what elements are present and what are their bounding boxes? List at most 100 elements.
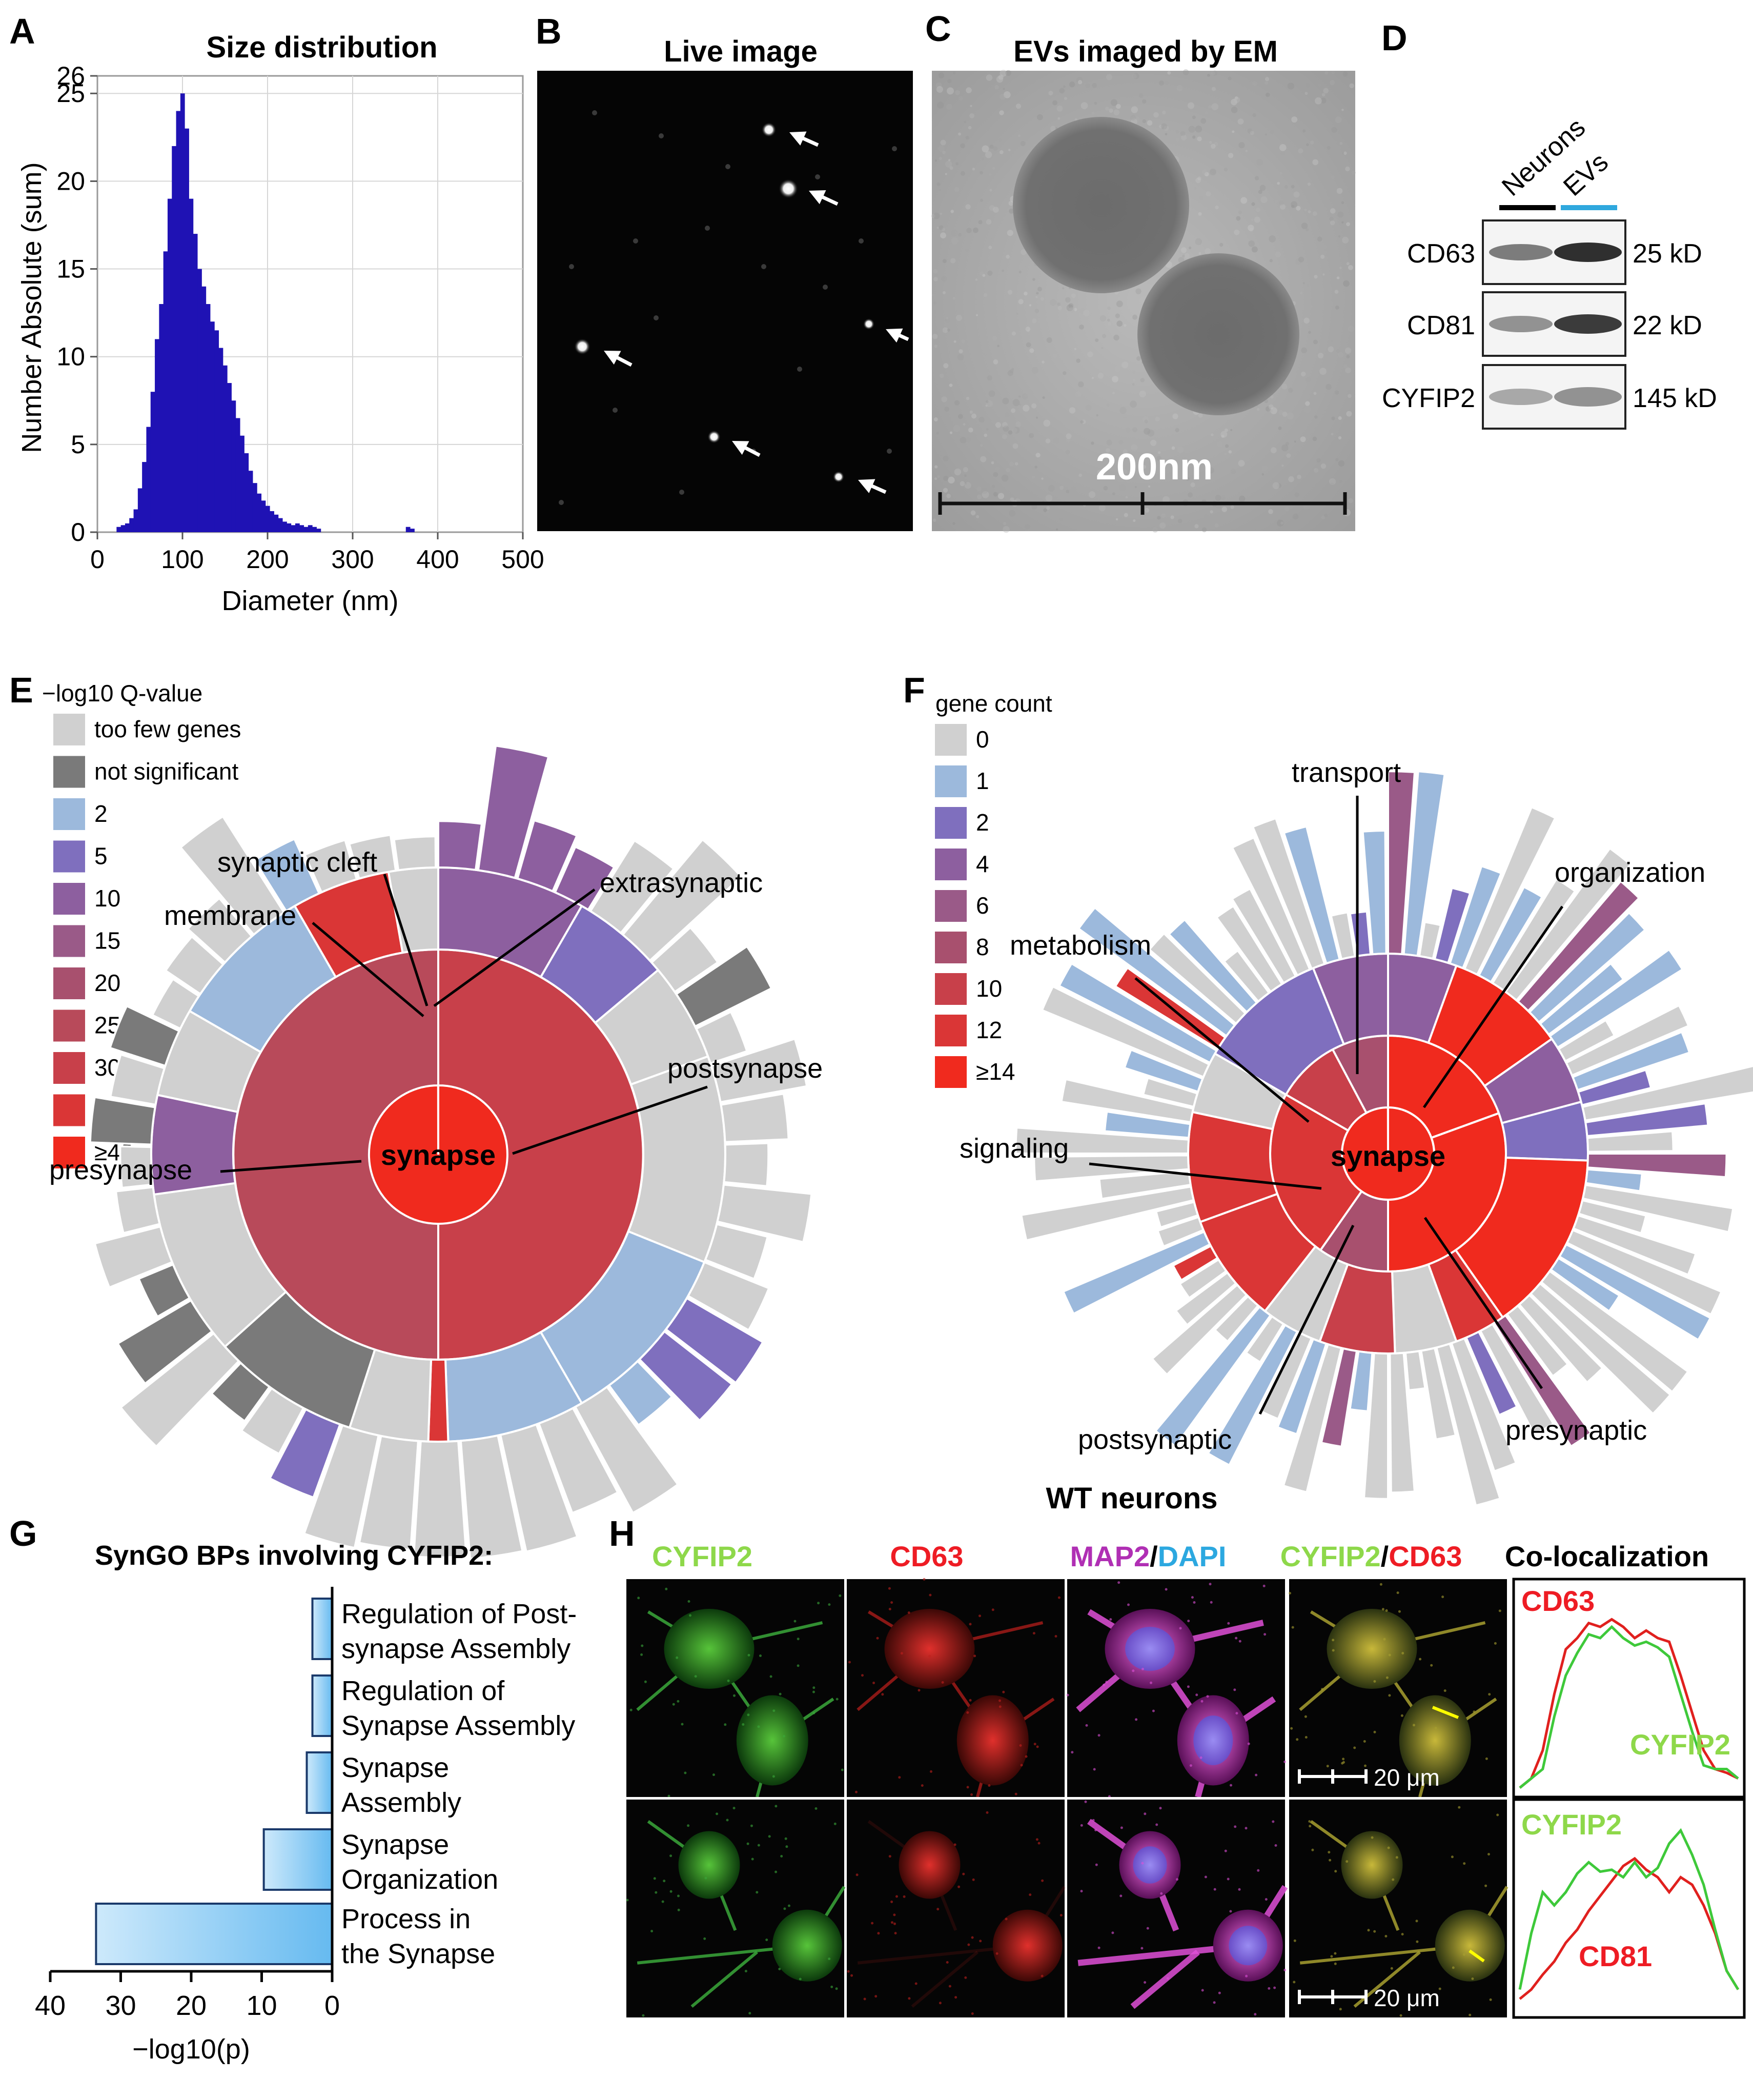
puncta (964, 1976, 967, 1979)
sunburst-segment (1103, 1110, 1192, 1139)
em-grain (1165, 80, 1169, 85)
em-grain (1077, 80, 1083, 85)
em-grain (1214, 142, 1218, 147)
em-grain (982, 145, 989, 153)
legend-swatch (935, 1015, 967, 1046)
em-grain (1007, 370, 1013, 376)
em-grain (1113, 109, 1120, 115)
em-grain (1210, 510, 1213, 514)
spot (832, 471, 845, 483)
em-grain (932, 334, 938, 339)
y-tick-label: 0 (71, 518, 85, 547)
em-grain (1302, 129, 1306, 133)
sunburst-label: presynapse (49, 1155, 192, 1185)
legend-swatch (53, 840, 85, 873)
sunburst-segment (1276, 1337, 1328, 1436)
em-grain (936, 86, 943, 93)
puncta (877, 1932, 880, 1935)
puncta (756, 1891, 759, 1894)
sunburst-segment (1463, 805, 1557, 976)
histogram-bar (291, 525, 296, 532)
molecular-weight-label: 22 kD (1633, 311, 1702, 340)
em-grain (1132, 378, 1136, 382)
em-grain (1144, 508, 1150, 513)
em-grain (1048, 91, 1053, 96)
em-grain (950, 210, 954, 213)
em-grain (993, 359, 998, 365)
puncta (828, 1957, 831, 1961)
em-grain (1228, 153, 1234, 158)
em-grain (1105, 107, 1109, 111)
em-grain (943, 488, 948, 493)
puncta (687, 1824, 690, 1827)
em-grain (1159, 522, 1166, 529)
em-grain (1211, 144, 1216, 149)
em-grain (1343, 280, 1350, 287)
em-grain (1194, 524, 1199, 529)
puncta (863, 1997, 866, 2001)
sunburst-segment (1020, 1185, 1195, 1242)
em-grain (1035, 296, 1038, 298)
em-grain (1285, 441, 1289, 446)
em-grain (1221, 434, 1225, 438)
em-grain (1124, 456, 1126, 459)
puncta (1041, 1974, 1044, 1977)
em-grain (933, 325, 940, 332)
cell-body (1399, 1695, 1471, 1786)
em-grain (1043, 508, 1047, 512)
image-title: Live image (664, 35, 818, 68)
em-grain (1012, 443, 1018, 449)
legend-label: 4 (976, 851, 989, 877)
em-grain (975, 278, 978, 281)
em-grain (1085, 83, 1090, 89)
sunburst-segment (1464, 1330, 1519, 1417)
x-tick-label: 30 (105, 1990, 136, 2021)
em-grain (940, 450, 946, 456)
em-grain (1002, 269, 1004, 272)
panel-letter-b: B (536, 11, 562, 51)
em-grain (996, 75, 1004, 83)
cell-body (1435, 1909, 1505, 1982)
em-grain (1266, 92, 1270, 97)
puncta (1119, 1894, 1123, 1897)
em-grain (1024, 291, 1028, 296)
em-grain (1251, 246, 1258, 253)
em-grain (1214, 234, 1221, 240)
puncta (677, 1700, 680, 1703)
em-grain (945, 160, 952, 168)
em-grain (951, 229, 958, 237)
sunburst-segment (1581, 1065, 1753, 1122)
puncta (969, 1699, 972, 1702)
channel-header-part: / (1150, 1540, 1158, 1572)
sunburst-segment (537, 1406, 620, 1515)
sunburst-segment (1222, 949, 1271, 1003)
em-grain (1011, 331, 1016, 336)
em-grain (1115, 454, 1120, 458)
em-grain (1182, 254, 1185, 258)
em-grain (1327, 146, 1331, 150)
em-grain (1313, 339, 1318, 345)
em-grain (976, 314, 978, 316)
em-grain (949, 166, 953, 170)
em-grain (1039, 109, 1045, 114)
em-grain (1057, 302, 1061, 306)
puncta (1085, 1724, 1088, 1727)
em-grain (1115, 313, 1120, 318)
puncta (1187, 1620, 1190, 1623)
spot (569, 264, 574, 269)
puncta (748, 2012, 751, 2015)
em-grain (1282, 412, 1288, 417)
em-grain (1270, 130, 1275, 135)
puncta (1005, 1917, 1008, 1921)
puncta (969, 1623, 972, 1626)
em-grain (1018, 403, 1022, 406)
sunburst-segment (1148, 932, 1247, 1025)
category-label: Organization (341, 1864, 498, 1895)
puncta (1097, 1946, 1100, 1949)
em-grain (941, 396, 947, 402)
puncta (1204, 1875, 1207, 1879)
em-grain (984, 353, 987, 356)
em-grain (1270, 395, 1274, 399)
y-tick-label: 25 (56, 79, 85, 108)
em-grain (1297, 474, 1301, 479)
